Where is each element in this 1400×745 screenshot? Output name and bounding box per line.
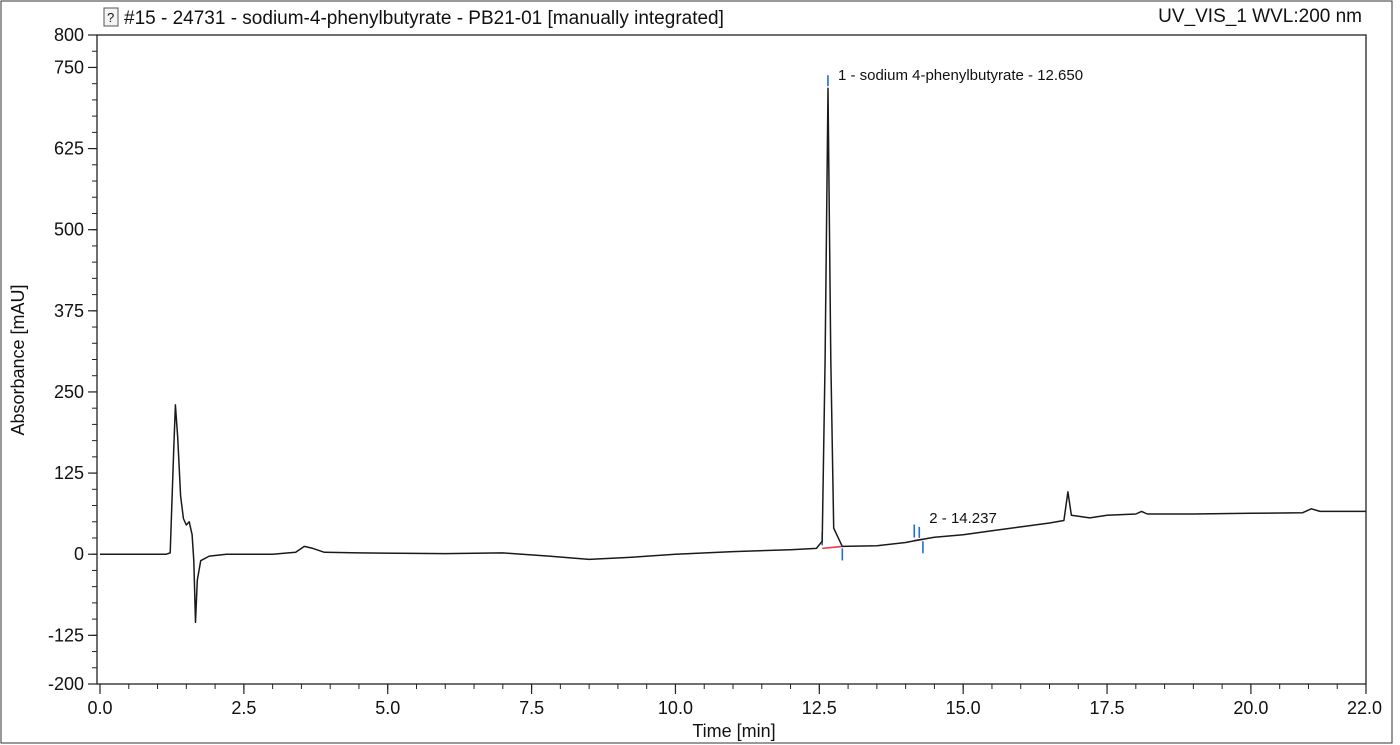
x-tick-label: 5.0 — [375, 698, 400, 718]
x-axis-label: Time [min] — [692, 721, 775, 741]
y-tick-label: -200 — [48, 674, 84, 694]
chromatogram-trace — [100, 87, 1366, 624]
y-tick-label: 625 — [54, 139, 84, 159]
x-tick-label: 10.0 — [658, 698, 693, 718]
x-tick-label: 22.0 — [1347, 698, 1382, 718]
plot-marks: 1 - sodium 4-phenylbutyrate - 12.650 2 - … — [100, 67, 1366, 624]
channel-label: UV_VIS_1 WVL:200 nm — [1158, 6, 1362, 27]
x-tick-label: 20.0 — [1233, 698, 1268, 718]
y-tick-label: 250 — [54, 382, 84, 402]
y-tick-label: 500 — [54, 220, 84, 240]
x-tick-label: 15.0 — [946, 698, 981, 718]
svg-text:?: ? — [107, 10, 114, 25]
peak-label: 1 - sodium 4-phenylbutyrate - 12.650 — [838, 67, 1083, 84]
plot-area — [96, 34, 1367, 685]
integration-baseline — [822, 545, 843, 550]
y-tick-label: -125 — [48, 625, 84, 645]
y-axis: -200 -125 0 125 250 375 500 625 750 800 — [48, 25, 97, 694]
title-icon: ? — [103, 7, 119, 27]
y-tick-label: 125 — [54, 463, 84, 483]
x-tick-label: 12.5 — [802, 698, 837, 718]
x-axis: 0.0 2.5 5.0 7.5 10.0 12.5 15.0 17.5 20.0 22.0 — [87, 684, 1382, 718]
y-tick-label: 750 — [54, 57, 84, 77]
y-tick-label: 800 — [54, 25, 84, 45]
chart-title: #15 - 24731 - sodium-4-phenylbutyrate - … — [124, 8, 724, 29]
x-tick-label: 7.5 — [519, 698, 544, 718]
y-axis-label: Absorbance [mAU] — [8, 284, 28, 435]
x-tick-label: 17.5 — [1090, 698, 1125, 718]
x-tick-label: 2.5 — [231, 698, 256, 718]
y-tick-label: 0 — [74, 544, 84, 564]
peak-label: 2 - 14.237 — [929, 510, 997, 527]
y-tick-label: 375 — [54, 301, 84, 321]
x-tick-label: 0.0 — [87, 698, 112, 718]
